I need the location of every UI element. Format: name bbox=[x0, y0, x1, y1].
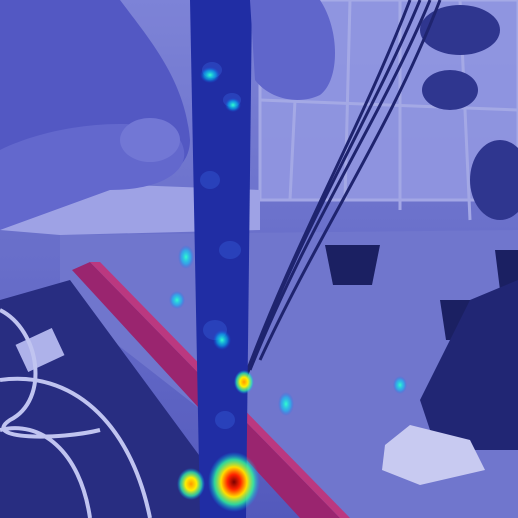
heat-spot-primary bbox=[208, 452, 260, 512]
heat-spot-top-right bbox=[225, 98, 241, 112]
heat-spot-left bbox=[178, 245, 194, 269]
heat-spot-left-low bbox=[169, 291, 185, 309]
person-leg bbox=[420, 280, 518, 450]
shoe bbox=[382, 425, 485, 485]
heat-spot-right bbox=[278, 392, 294, 416]
heatmap-spots bbox=[169, 67, 407, 512]
plant-leaves bbox=[420, 5, 518, 220]
white-cables bbox=[0, 308, 152, 518]
heat-spot-mid bbox=[234, 370, 254, 394]
fingernail bbox=[120, 118, 180, 162]
heat-spot-top bbox=[200, 67, 220, 83]
heat-spot-center bbox=[213, 330, 231, 350]
wire-bundle bbox=[238, 0, 442, 391]
heat-spot-secondary bbox=[177, 468, 205, 500]
power-socket bbox=[15, 327, 65, 373]
heat-spot-far-right bbox=[393, 376, 407, 394]
